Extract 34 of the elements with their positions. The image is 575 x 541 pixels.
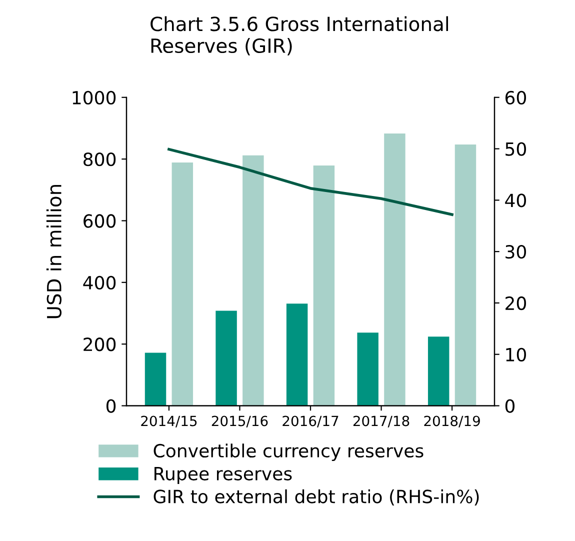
bar — [172, 162, 194, 406]
y2-tick-label: 40 — [505, 194, 526, 208]
y2-tick-label: 50 — [506, 142, 526, 156]
line-series — [168, 148, 454, 216]
bar — [384, 133, 406, 406]
bar — [242, 155, 264, 406]
x-tick-label: 2017/18 — [353, 416, 410, 428]
chart-title: Chart 3.5.6 Gross International Reserves (GIR) — [150, 16, 448, 56]
bar — [454, 144, 476, 406]
x-tick-label: 2015/16 — [212, 416, 268, 428]
y-tick-label: 1000 — [72, 90, 116, 104]
legend-label: Rupee reserves — [154, 467, 292, 484]
y-tick-label: 600 — [84, 214, 116, 228]
bar — [313, 166, 335, 406]
y2-tick-label: 30 — [506, 245, 526, 259]
y-axis-title: USD in million — [46, 185, 62, 318]
y2-tick-label: 60 — [505, 90, 526, 104]
legend-label: Convertible currency reserves — [154, 444, 424, 462]
y2-tick-label: 10 — [506, 348, 526, 362]
x-tick-label: 2018/19 — [424, 416, 480, 428]
y2-tick-label: 0 — [505, 399, 515, 413]
bar — [216, 310, 237, 406]
legend-label: GIR to external debt ratio (RHS-in%) — [154, 489, 479, 506]
bar — [144, 352, 166, 406]
bar — [286, 304, 308, 406]
bar — [357, 332, 378, 406]
y2-tick-label: 20 — [506, 296, 526, 310]
bar — [428, 336, 450, 406]
y-tick-label: 200 — [84, 338, 116, 352]
y-tick-label: 800 — [84, 152, 116, 166]
x-tick-label: 2016/17 — [282, 416, 338, 428]
y-tick-label: 400 — [83, 276, 116, 290]
x-tick-label: 2014/15 — [141, 416, 197, 428]
y-tick-label: 0 — [106, 399, 116, 413]
